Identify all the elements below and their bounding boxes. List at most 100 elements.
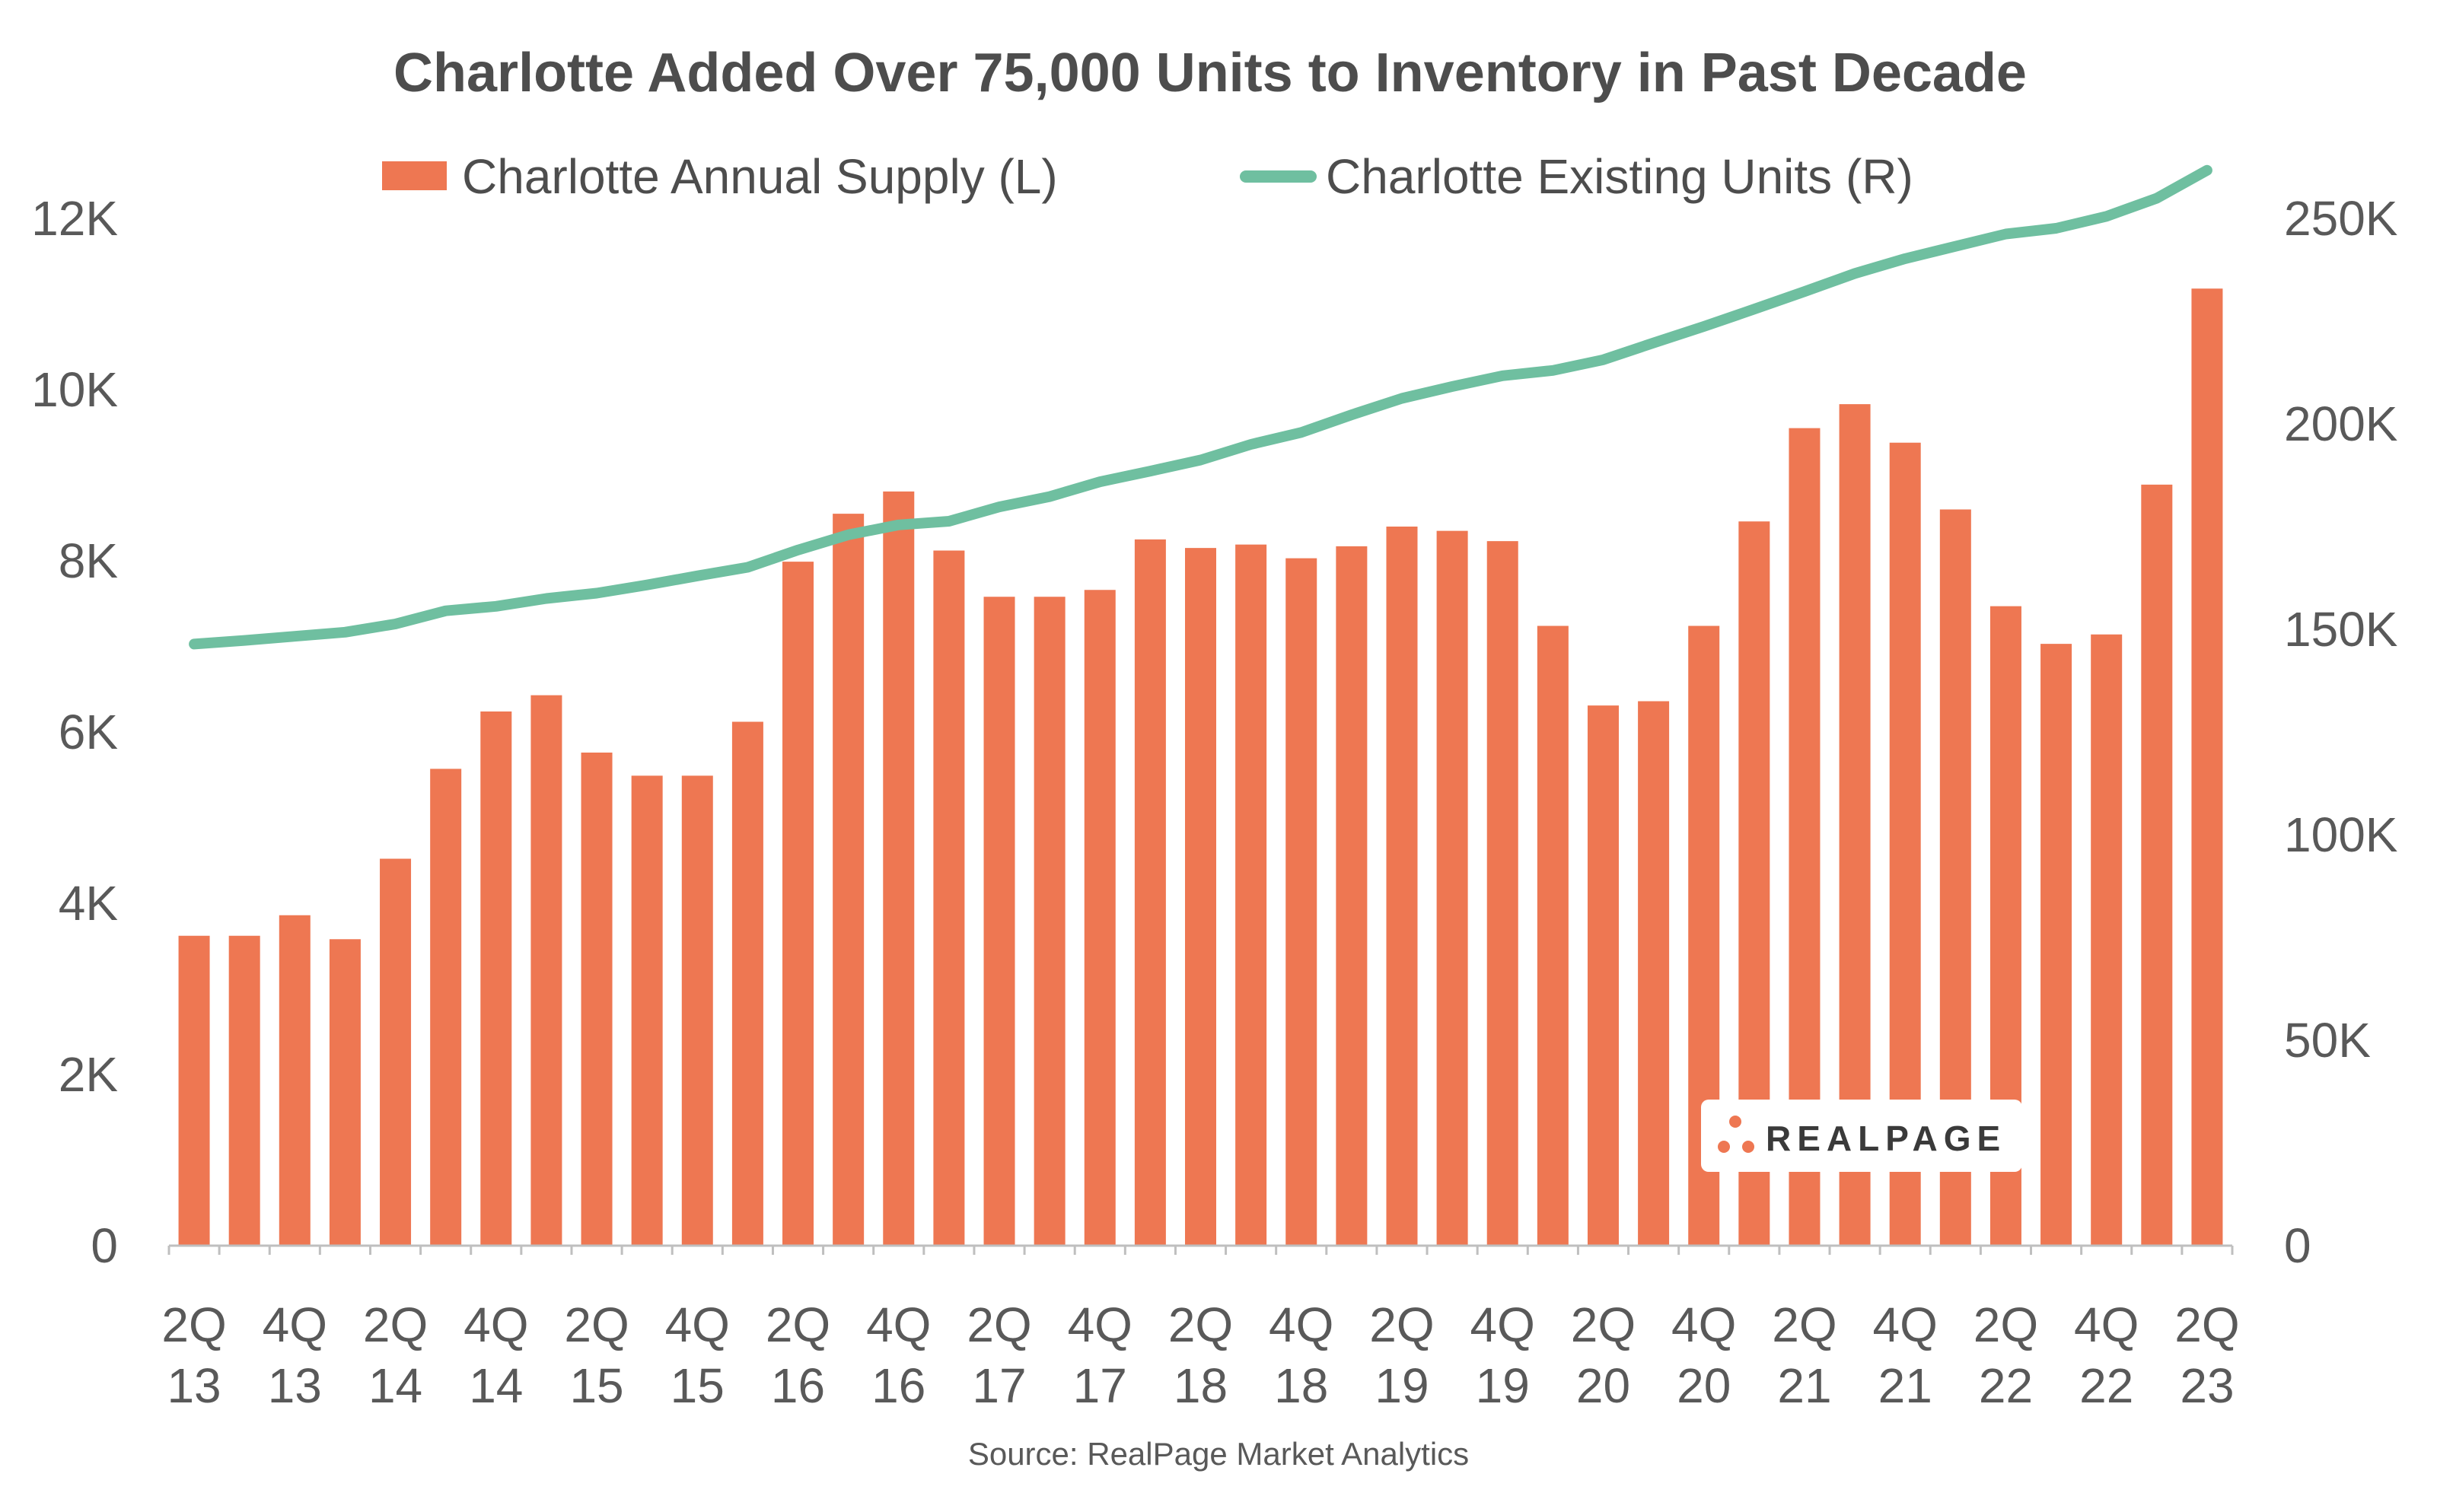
supply-bar — [228, 935, 260, 1246]
y-right-tick-label: 0 — [2284, 1218, 2311, 1273]
supply-bar — [1235, 544, 1267, 1246]
supply-bar — [1084, 590, 1116, 1246]
x-tick-label: 15 — [671, 1358, 725, 1413]
supply-bar — [581, 753, 613, 1246]
x-tick-label: 22 — [1979, 1358, 2033, 1413]
y-right-tick-label: 150K — [2284, 602, 2397, 657]
x-tick-label: 16 — [871, 1358, 925, 1413]
x-tick-label: 2Q — [1168, 1297, 1233, 1352]
x-tick-label: 23 — [2180, 1358, 2234, 1413]
legend-label-line: Charlotte Existing Units (R) — [1326, 149, 1913, 204]
supply-bar — [1386, 527, 1418, 1246]
supply-bar — [530, 695, 562, 1246]
logo-wordmark: REALPAGE — [1766, 1119, 2006, 1158]
x-tick-label: 15 — [569, 1358, 623, 1413]
plot-area: 0 2K 4K 6K 8K 10K 12K 0 50K 100K 150K 200K 250K 2Q 13 4… — [31, 164, 2397, 1413]
y-right-tick-label: 50K — [2284, 1013, 2371, 1068]
x-tick-label: 2Q — [2174, 1297, 2239, 1352]
supply-bar — [1336, 546, 1368, 1246]
x-tick-label: 18 — [1174, 1358, 1228, 1413]
x-tick-label: 4Q — [1269, 1297, 1333, 1352]
x-tick-label: 13 — [167, 1358, 221, 1413]
logo-dot — [1729, 1116, 1741, 1128]
supply-bar — [1486, 541, 1518, 1246]
supply-bar — [782, 562, 814, 1246]
x-tick-label: 17 — [972, 1358, 1026, 1413]
supply-bar — [380, 858, 412, 1246]
x-tick-label: 2Q — [1571, 1297, 1636, 1352]
x-tick-label: 14 — [368, 1358, 422, 1413]
x-tick-label: 14 — [469, 1358, 523, 1413]
supply-bar — [279, 915, 311, 1246]
supply-bar — [933, 550, 965, 1246]
x-tick-label: 13 — [268, 1358, 322, 1413]
x-tick-label: 4Q — [665, 1297, 730, 1352]
supply-bar — [833, 514, 865, 1246]
x-tick-label: 16 — [771, 1358, 825, 1413]
legend-swatch-bar — [382, 161, 447, 190]
x-tick-label: 4Q — [1068, 1297, 1132, 1352]
x-tick-label: 2Q — [363, 1297, 428, 1352]
supply-bar — [1185, 548, 1216, 1246]
x-tick-label: 21 — [1777, 1358, 1831, 1413]
supply-bar — [1134, 539, 1166, 1246]
supply-bar — [1436, 530, 1468, 1246]
legend: Charlotte Annual Supply (L) Charlotte Ex… — [382, 149, 1913, 204]
y-left-tick-label: 2K — [59, 1047, 118, 1102]
y-right-tick-label: 200K — [2284, 396, 2397, 451]
y-left-tick-label: 0 — [91, 1218, 118, 1273]
logo-dot — [1718, 1141, 1730, 1153]
supply-bar — [2141, 484, 2173, 1246]
x-tick-label: 4Q — [263, 1297, 327, 1352]
x-tick-label: 4Q — [2074, 1297, 2139, 1352]
y-left-tick-label: 12K — [31, 191, 118, 246]
supply-bar — [983, 597, 1015, 1246]
supply-bar — [1587, 705, 1619, 1246]
supply-bar — [1034, 597, 1066, 1246]
x-tick-label: 2Q — [1772, 1297, 1837, 1352]
supply-bar — [883, 491, 915, 1246]
supply-bar — [731, 721, 763, 1246]
y-left-tick-label: 6K — [59, 705, 118, 759]
supply-bar — [1285, 558, 1317, 1246]
supply-bar — [1537, 625, 1569, 1246]
x-tick-label: 2Q — [766, 1297, 830, 1352]
supply-bar — [329, 939, 361, 1246]
supply-bar — [681, 775, 713, 1246]
x-tick-label: 22 — [2079, 1358, 2133, 1413]
logo-dot — [1742, 1141, 1754, 1153]
x-tick-label: 19 — [1375, 1358, 1429, 1413]
y-left-tick-label: 8K — [59, 533, 118, 588]
x-tick-label: 21 — [1878, 1358, 1932, 1413]
y-right-tick-label: 250K — [2284, 191, 2397, 246]
y-right-tick-label: 100K — [2284, 807, 2397, 862]
existing-units-line — [189, 164, 2212, 650]
supply-bar — [480, 711, 512, 1246]
x-tick-label: 4Q — [866, 1297, 931, 1352]
x-tick-label: 2Q — [564, 1297, 629, 1352]
legend-label-bar: Charlotte Annual Supply (L) — [462, 149, 1058, 204]
source-note: Source: RealPage Market Analytics — [968, 1436, 1469, 1472]
x-tick-label: 20 — [1576, 1358, 1630, 1413]
x-tick-label: 2Q — [1369, 1297, 1434, 1352]
supply-bar — [178, 935, 210, 1246]
x-tick-label: 4Q — [464, 1297, 528, 1352]
x-tick-label: 4Q — [1671, 1297, 1736, 1352]
realpage-logo: REALPAGE — [1701, 1100, 2022, 1172]
supply-bar — [1638, 701, 1670, 1246]
supply-bar — [430, 769, 462, 1246]
x-tick-label: 2Q — [161, 1297, 226, 1352]
x-tick-label: 17 — [1073, 1358, 1127, 1413]
supply-bar — [631, 775, 663, 1246]
y-left-tick-label: 4K — [59, 876, 118, 931]
logo-box — [1701, 1100, 2022, 1172]
supply-bar — [2040, 644, 2072, 1246]
x-tick-label: 2Q — [1973, 1297, 2038, 1352]
y-left-tick-label: 10K — [31, 362, 118, 417]
supply-bar — [2091, 634, 2123, 1246]
x-tick-label: 2Q — [967, 1297, 1031, 1352]
x-tick-label: 4Q — [1873, 1297, 1938, 1352]
x-tick-label: 18 — [1274, 1358, 1328, 1413]
x-tick-label: 4Q — [1470, 1297, 1535, 1352]
